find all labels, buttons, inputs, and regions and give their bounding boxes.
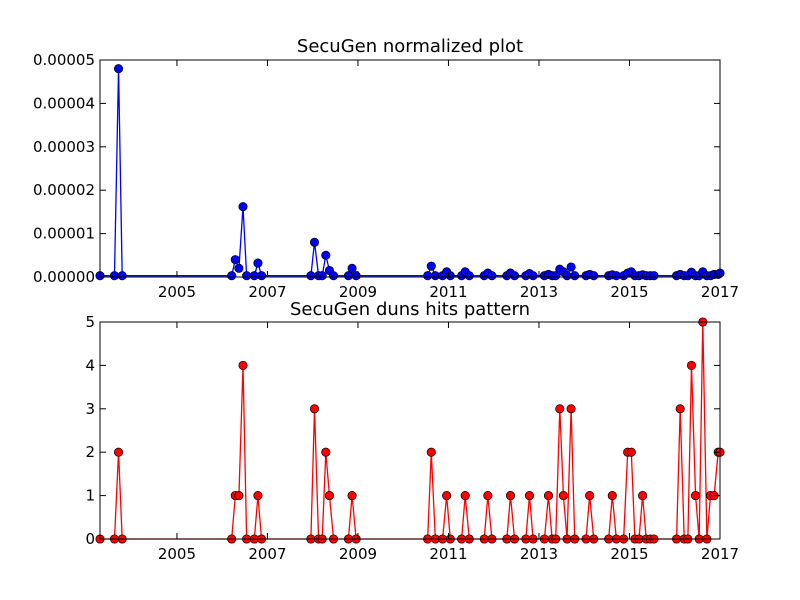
bottom-y-tick-label: 2 <box>85 443 95 461</box>
top-data-point <box>562 271 572 281</box>
top-data-point <box>230 255 240 265</box>
top-data-point <box>234 263 244 273</box>
top-data-point <box>309 237 320 247</box>
bottom-x-tick-label: 2015 <box>610 545 648 563</box>
bottom-x-tick-label: 2011 <box>429 545 467 563</box>
top-title: SecuGen normalized plot <box>297 36 523 57</box>
top-series-line <box>100 68 721 277</box>
bottom-data-point <box>638 491 648 501</box>
top-x-tick-label: 2017 <box>701 283 739 301</box>
bottom-data-point <box>691 491 701 501</box>
bottom-data-point <box>524 491 535 501</box>
top-data-point <box>253 258 263 268</box>
top-data-point <box>509 271 520 281</box>
bottom-x-tick-label: 2013 <box>520 545 558 563</box>
bottom-data-point <box>686 360 697 370</box>
top-series-layer <box>95 64 725 281</box>
top-x-tick-label: 2005 <box>158 283 196 301</box>
bottom-data-point <box>321 447 331 457</box>
bottom-data-point <box>234 491 244 501</box>
bottom-data-point <box>505 491 516 501</box>
bottom-subplot: SecuGen duns hits pattern 2005 2007 2009 20… <box>85 299 739 563</box>
top-data-point <box>114 64 124 74</box>
top-data-point <box>109 271 120 281</box>
top-data-point <box>445 271 455 281</box>
top-data-point <box>649 271 659 281</box>
top-data-point <box>351 271 361 281</box>
bottom-title: SecuGen duns hits pattern <box>290 299 530 320</box>
top-x-tick-label: 2007 <box>248 283 286 301</box>
top-data-point <box>117 271 127 281</box>
top-y-tick-label: 0.00002 <box>33 181 95 199</box>
bottom-data-point <box>543 491 554 501</box>
bottom-data-point <box>483 491 493 501</box>
top-x-tick-label: 2011 <box>429 283 467 301</box>
top-x-tick-label: 2009 <box>339 283 377 301</box>
bottom-y-tick-label: 5 <box>85 313 95 331</box>
bottom-x-tick-label: 2007 <box>248 545 286 563</box>
top-data-point <box>238 202 248 212</box>
top-data-point <box>423 271 433 281</box>
bottom-series-line <box>100 321 720 540</box>
bottom-data-point <box>626 447 636 457</box>
bottom-axes-frame <box>99 321 721 540</box>
bottom-y-tick-label: 4 <box>85 356 95 374</box>
bottom-axes-ticks: 2005 2007 2009 2011 2013 2015 2017 0 1 2 3 4 5 <box>85 313 739 563</box>
top-data-point <box>328 271 339 281</box>
top-x-tick-label: 2015 <box>610 283 648 301</box>
bottom-data-point <box>309 404 320 414</box>
top-data-point <box>487 271 497 281</box>
top-axes-frame <box>99 59 721 278</box>
bottom-data-point <box>238 360 248 370</box>
bottom-data-point <box>347 491 357 501</box>
bottom-data-point <box>675 404 685 414</box>
bottom-data-point <box>566 404 576 414</box>
top-y-tick-label: 0.00000 <box>33 268 95 286</box>
top-data-point <box>227 271 237 281</box>
bottom-x-tick-label: 2009 <box>339 545 377 563</box>
bottom-data-point <box>585 491 595 501</box>
bottom-data-point <box>324 491 334 501</box>
top-data-point <box>242 271 252 281</box>
top-data-point <box>306 271 316 281</box>
bottom-data-point <box>114 447 124 457</box>
top-data-point <box>426 261 436 271</box>
bottom-data-point <box>558 491 568 501</box>
top-axes-ticks: 2005 2007 2009 2011 2013 2015 2017 0.00000 0.000… <box>33 51 739 301</box>
top-y-tick-label: 0.00001 <box>33 225 95 243</box>
bottom-data-point <box>460 491 470 501</box>
top-x-tick-label: 2013 <box>520 283 558 301</box>
top-data-point <box>347 263 357 273</box>
top-data-point <box>528 271 538 281</box>
top-data-point <box>551 271 561 281</box>
top-data-point <box>464 271 474 281</box>
bottom-data-point <box>555 404 565 414</box>
bottom-x-tick-label: 2017 <box>701 545 739 563</box>
top-data-point <box>566 262 576 272</box>
top-data-point <box>317 271 327 281</box>
bottom-series-layer <box>95 317 725 544</box>
bottom-y-tick-label: 0 <box>85 530 95 548</box>
bottom-x-tick-label: 2005 <box>158 545 196 563</box>
top-data-point <box>570 271 580 281</box>
bottom-data-point <box>253 491 263 501</box>
top-data-point <box>257 271 267 281</box>
top-data-point <box>321 250 331 260</box>
top-y-tick-label: 0.00005 <box>33 51 95 69</box>
bottom-y-tick-label: 1 <box>85 487 95 505</box>
bottom-data-point <box>426 447 436 457</box>
top-y-tick-label: 0.00003 <box>33 138 95 156</box>
bottom-data-point <box>607 491 617 501</box>
top-y-tick-label: 0.00004 <box>33 94 95 112</box>
top-subplot: SecuGen normalized plot 2005 2007 2009 2011… <box>33 36 739 301</box>
bottom-y-tick-label: 3 <box>85 400 95 418</box>
bottom-data-point <box>442 491 452 501</box>
top-data-point <box>589 271 599 281</box>
